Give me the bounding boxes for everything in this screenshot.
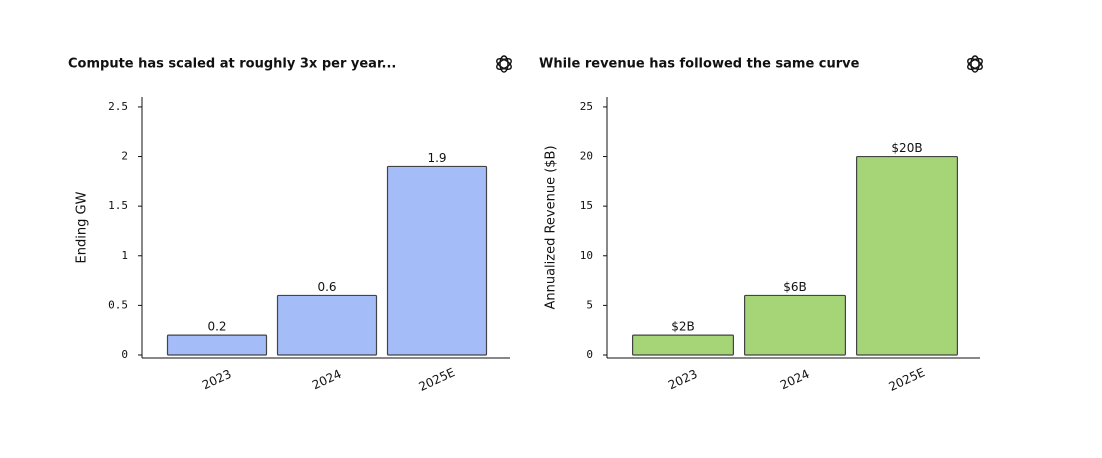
logo [967, 55, 983, 73]
chart-title: While revenue has followed the same curv… [539, 57, 860, 72]
data-label: 0.2 [207, 320, 226, 334]
y-axis-label: Ending GW [75, 191, 90, 263]
data-label: $6B [783, 280, 807, 294]
bar [743, 294, 846, 356]
x-tick-label: 2023 [200, 367, 234, 393]
y-tick-label: 1.5 [108, 199, 128, 212]
y-tick-label: 10 [580, 249, 593, 262]
y-tick-label: 15 [580, 199, 593, 212]
bar [386, 165, 488, 356]
logo [496, 55, 512, 73]
y-tick-label: 20 [580, 150, 593, 163]
y-tick-label: 5 [586, 298, 593, 311]
data-label: $2B [671, 320, 695, 334]
x-tick-label: 2025E [887, 365, 927, 394]
y-tick-label: 0 [586, 348, 593, 361]
x-tick-label: 2023 [666, 367, 700, 393]
data-label: $20B [891, 141, 922, 155]
data-label: 1.9 [427, 151, 446, 165]
chart-title: Compute has scaled at roughly 3x per yea… [68, 57, 396, 72]
y-tick-label: 0.5 [108, 298, 128, 311]
y-tick-label: 1 [121, 249, 128, 262]
data-label: 0.6 [317, 280, 336, 294]
bar [166, 334, 268, 356]
x-tick-label: 2025E [417, 365, 457, 394]
y-tick-label: 0 [121, 348, 128, 361]
y-tick-label: 2 [121, 150, 128, 163]
y-axis-label: Annualized Revenue ($B) [544, 145, 559, 309]
y-tick-label: 2.5 [108, 100, 128, 113]
bar [631, 334, 734, 356]
bar [276, 294, 378, 356]
bar [855, 155, 958, 356]
x-tick-label: 2024 [778, 367, 812, 393]
x-tick-label: 2024 [310, 367, 344, 393]
y-tick-label: 25 [580, 100, 593, 113]
